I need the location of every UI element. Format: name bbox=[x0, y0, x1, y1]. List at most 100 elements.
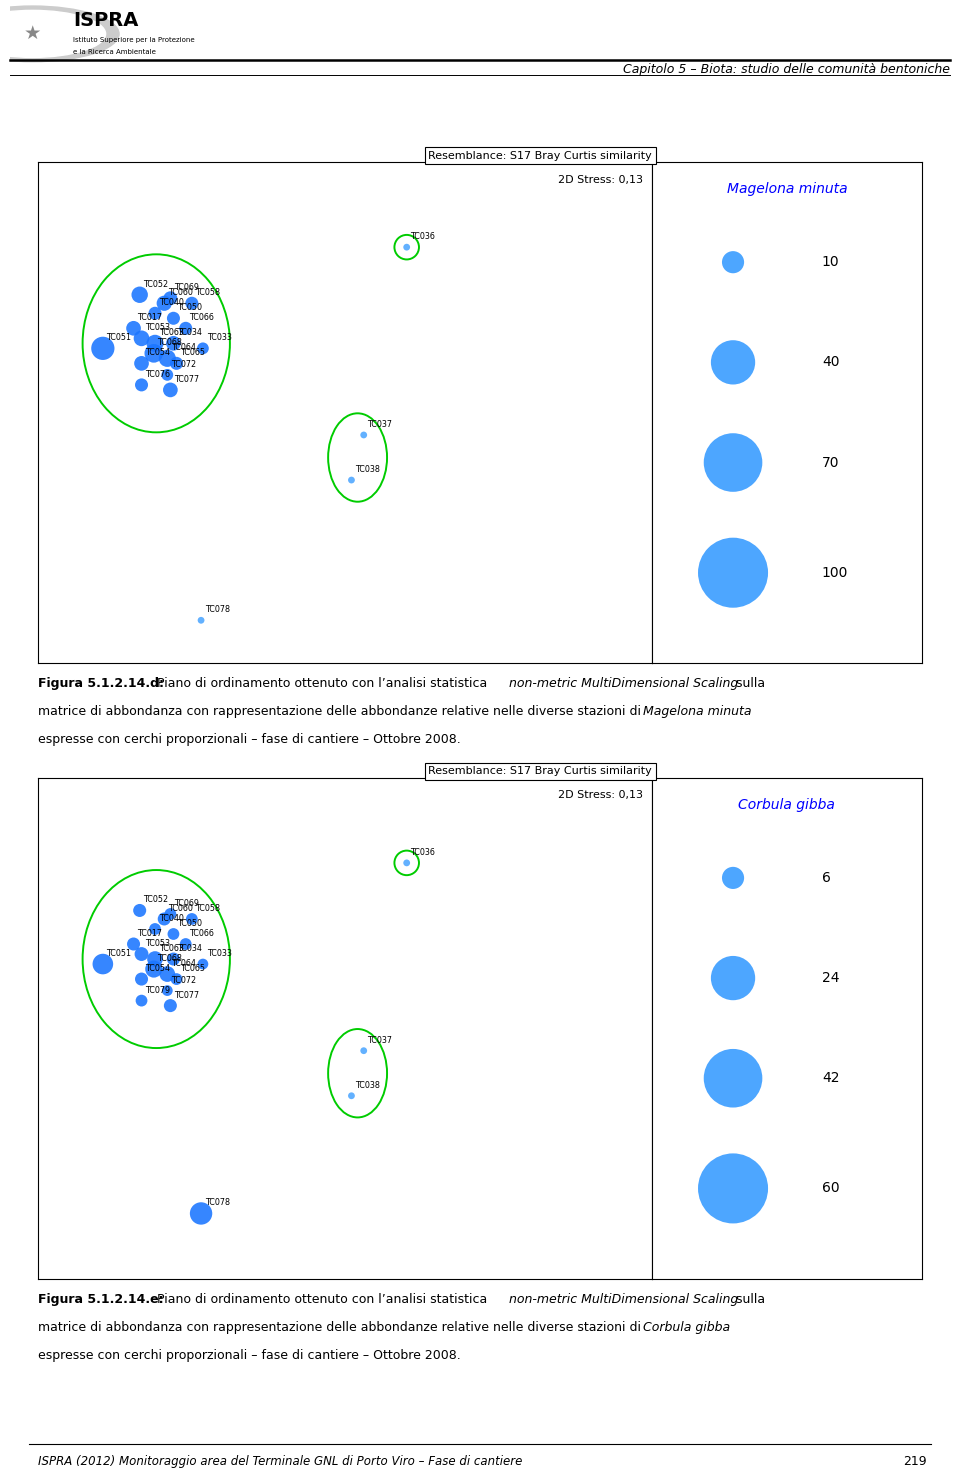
Text: TC060: TC060 bbox=[168, 904, 193, 913]
Text: TC050: TC050 bbox=[178, 919, 203, 928]
Point bbox=[166, 947, 181, 971]
Text: e la Ricerca Ambientale: e la Ricerca Ambientale bbox=[73, 50, 156, 56]
Point bbox=[126, 317, 141, 340]
Point bbox=[133, 943, 149, 966]
Text: TC052: TC052 bbox=[143, 280, 169, 289]
Text: TC053: TC053 bbox=[145, 323, 170, 333]
Text: TC017: TC017 bbox=[137, 314, 162, 323]
Point bbox=[169, 968, 184, 991]
Text: TC050: TC050 bbox=[178, 303, 203, 312]
Text: Resemblance: S17 Bray Curtis similarity: Resemblance: S17 Bray Curtis similarity bbox=[428, 766, 652, 776]
Point bbox=[726, 966, 741, 990]
Text: TC076: TC076 bbox=[145, 370, 170, 379]
Point bbox=[726, 1177, 741, 1200]
Text: TC037: TC037 bbox=[368, 1036, 393, 1044]
Text: ★: ★ bbox=[24, 25, 41, 43]
Point bbox=[195, 952, 210, 975]
Point bbox=[184, 292, 200, 315]
Text: Figura 5.1.2.14.d:: Figura 5.1.2.14.d: bbox=[38, 678, 164, 689]
Text: Corbula gibba: Corbula gibba bbox=[738, 798, 835, 812]
Text: Resemblance: S17 Bray Curtis similarity: Resemblance: S17 Bray Curtis similarity bbox=[428, 150, 652, 161]
Text: TC017: TC017 bbox=[137, 929, 162, 938]
Text: TC033: TC033 bbox=[206, 333, 231, 342]
Text: 60: 60 bbox=[822, 1181, 840, 1196]
Point bbox=[146, 342, 161, 365]
Point bbox=[132, 899, 148, 922]
Point bbox=[133, 968, 149, 991]
Point bbox=[726, 866, 741, 890]
Text: TC053: TC053 bbox=[145, 938, 170, 949]
Point bbox=[133, 373, 149, 396]
Point bbox=[133, 352, 149, 376]
Text: TC077: TC077 bbox=[174, 991, 199, 1000]
Point bbox=[159, 978, 175, 1002]
Point bbox=[344, 1084, 359, 1108]
Text: TC064: TC064 bbox=[171, 343, 196, 352]
Point bbox=[146, 957, 161, 981]
Text: 42: 42 bbox=[822, 1071, 839, 1086]
Text: TC068: TC068 bbox=[157, 955, 182, 963]
Point bbox=[356, 423, 372, 446]
Text: Magelona minuta: Magelona minuta bbox=[642, 706, 751, 719]
Text: Corbula gibba: Corbula gibba bbox=[642, 1321, 730, 1335]
Text: Piano di ordinamento ottenuto con l’analisi statistica: Piano di ordinamento ottenuto con l’anal… bbox=[153, 1293, 492, 1305]
Text: TC065: TC065 bbox=[180, 348, 205, 358]
Text: TC078: TC078 bbox=[204, 605, 229, 614]
Text: 219: 219 bbox=[902, 1455, 926, 1469]
Point bbox=[399, 851, 415, 875]
Point bbox=[156, 292, 172, 315]
Point bbox=[159, 962, 175, 985]
Point bbox=[95, 952, 110, 975]
Text: TC040: TC040 bbox=[158, 298, 183, 308]
Point bbox=[159, 346, 175, 370]
Text: TC040: TC040 bbox=[158, 913, 183, 924]
Text: 40: 40 bbox=[822, 355, 839, 370]
Text: TC033: TC033 bbox=[206, 949, 231, 957]
Text: TC054: TC054 bbox=[145, 348, 170, 358]
Text: espresse con cerchi proporzionali – fase di cantiere – Ottobre 2008.: espresse con cerchi proporzionali – fase… bbox=[38, 1349, 461, 1363]
Point bbox=[162, 286, 178, 309]
Text: 10: 10 bbox=[822, 255, 840, 270]
Text: 2D Stress: 0,13: 2D Stress: 0,13 bbox=[558, 790, 643, 800]
Point bbox=[726, 250, 741, 274]
Text: TC060: TC060 bbox=[168, 289, 193, 298]
Text: TC064: TC064 bbox=[171, 959, 196, 968]
Point bbox=[166, 306, 181, 330]
Text: TC038: TC038 bbox=[355, 1081, 380, 1090]
Text: TC072: TC072 bbox=[171, 975, 196, 984]
Text: non-metric MultiDimensional Scaling: non-metric MultiDimensional Scaling bbox=[509, 678, 738, 689]
Point bbox=[726, 451, 741, 474]
Point bbox=[169, 352, 184, 376]
Text: TC051: TC051 bbox=[107, 333, 132, 342]
Text: sulla: sulla bbox=[732, 678, 765, 689]
Text: TC034: TC034 bbox=[178, 944, 202, 953]
Point bbox=[193, 608, 208, 632]
Text: TC058: TC058 bbox=[196, 289, 221, 298]
Point bbox=[156, 907, 172, 931]
Text: TC072: TC072 bbox=[171, 359, 196, 368]
Text: TC038: TC038 bbox=[355, 465, 380, 474]
Text: Istituto Superiore per la Protezione: Istituto Superiore per la Protezione bbox=[73, 37, 195, 43]
Point bbox=[159, 362, 175, 386]
Text: TC034: TC034 bbox=[178, 328, 202, 337]
Text: TC069: TC069 bbox=[174, 283, 199, 292]
Point bbox=[162, 901, 178, 925]
Text: Figura 5.1.2.14.e:: Figura 5.1.2.14.e: bbox=[38, 1293, 164, 1305]
Text: sulla: sulla bbox=[732, 1293, 765, 1305]
Point bbox=[147, 302, 162, 326]
Point bbox=[399, 236, 415, 259]
Text: TC069: TC069 bbox=[174, 899, 199, 907]
Point bbox=[147, 331, 162, 355]
Text: TC058: TC058 bbox=[196, 904, 221, 913]
Text: TC036: TC036 bbox=[410, 233, 435, 242]
Text: Magelona minuta: Magelona minuta bbox=[727, 183, 848, 196]
Text: 6: 6 bbox=[822, 871, 830, 885]
Circle shape bbox=[0, 10, 106, 57]
Text: TC065: TC065 bbox=[180, 963, 205, 974]
Point bbox=[178, 317, 193, 340]
Point bbox=[166, 922, 181, 946]
Point bbox=[726, 351, 741, 374]
Text: TC052: TC052 bbox=[143, 896, 169, 904]
Point bbox=[195, 336, 210, 359]
Point bbox=[147, 918, 162, 941]
